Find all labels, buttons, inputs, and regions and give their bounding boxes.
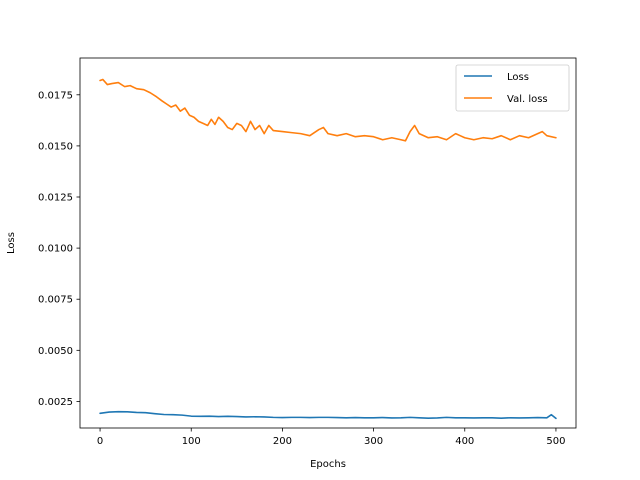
y-axis: 0.0025 0.0050 0.0075 0.0100 0.0125 0.0150 0.01… — [38, 90, 80, 408]
y-tick-label: 0.0175 — [38, 90, 73, 101]
y-axis-label: Loss — [6, 232, 17, 254]
y-tick-label: 0.0100 — [38, 244, 73, 255]
x-axis: 0 100 200 300 400 500 — [97, 428, 565, 447]
y-tick-label: 0.0025 — [38, 397, 73, 408]
x-axis-label: Epochs — [310, 459, 346, 470]
y-tick-label: 0.0125 — [38, 193, 73, 204]
y-tick-label: 0.0050 — [38, 346, 73, 357]
x-tick-label: 300 — [364, 436, 383, 447]
legend: Loss Val. loss — [455, 64, 570, 112]
y-tick-label: 0.0150 — [38, 141, 73, 152]
x-tick-label: 400 — [455, 436, 474, 447]
legend-label-loss: Loss — [507, 72, 529, 83]
series-line-loss — [99, 410, 557, 420]
series-layer — [99, 78, 557, 420]
series-line-val-loss — [99, 78, 557, 142]
x-tick-label: 100 — [182, 436, 201, 447]
x-tick-label: 200 — [273, 436, 292, 447]
x-tick-label: 500 — [546, 436, 565, 447]
plot-frame — [79, 57, 577, 429]
y-tick-label: 0.0075 — [38, 295, 73, 306]
x-tick-label: 0 — [97, 436, 103, 447]
legend-label-val-loss: Val. loss — [507, 94, 548, 105]
